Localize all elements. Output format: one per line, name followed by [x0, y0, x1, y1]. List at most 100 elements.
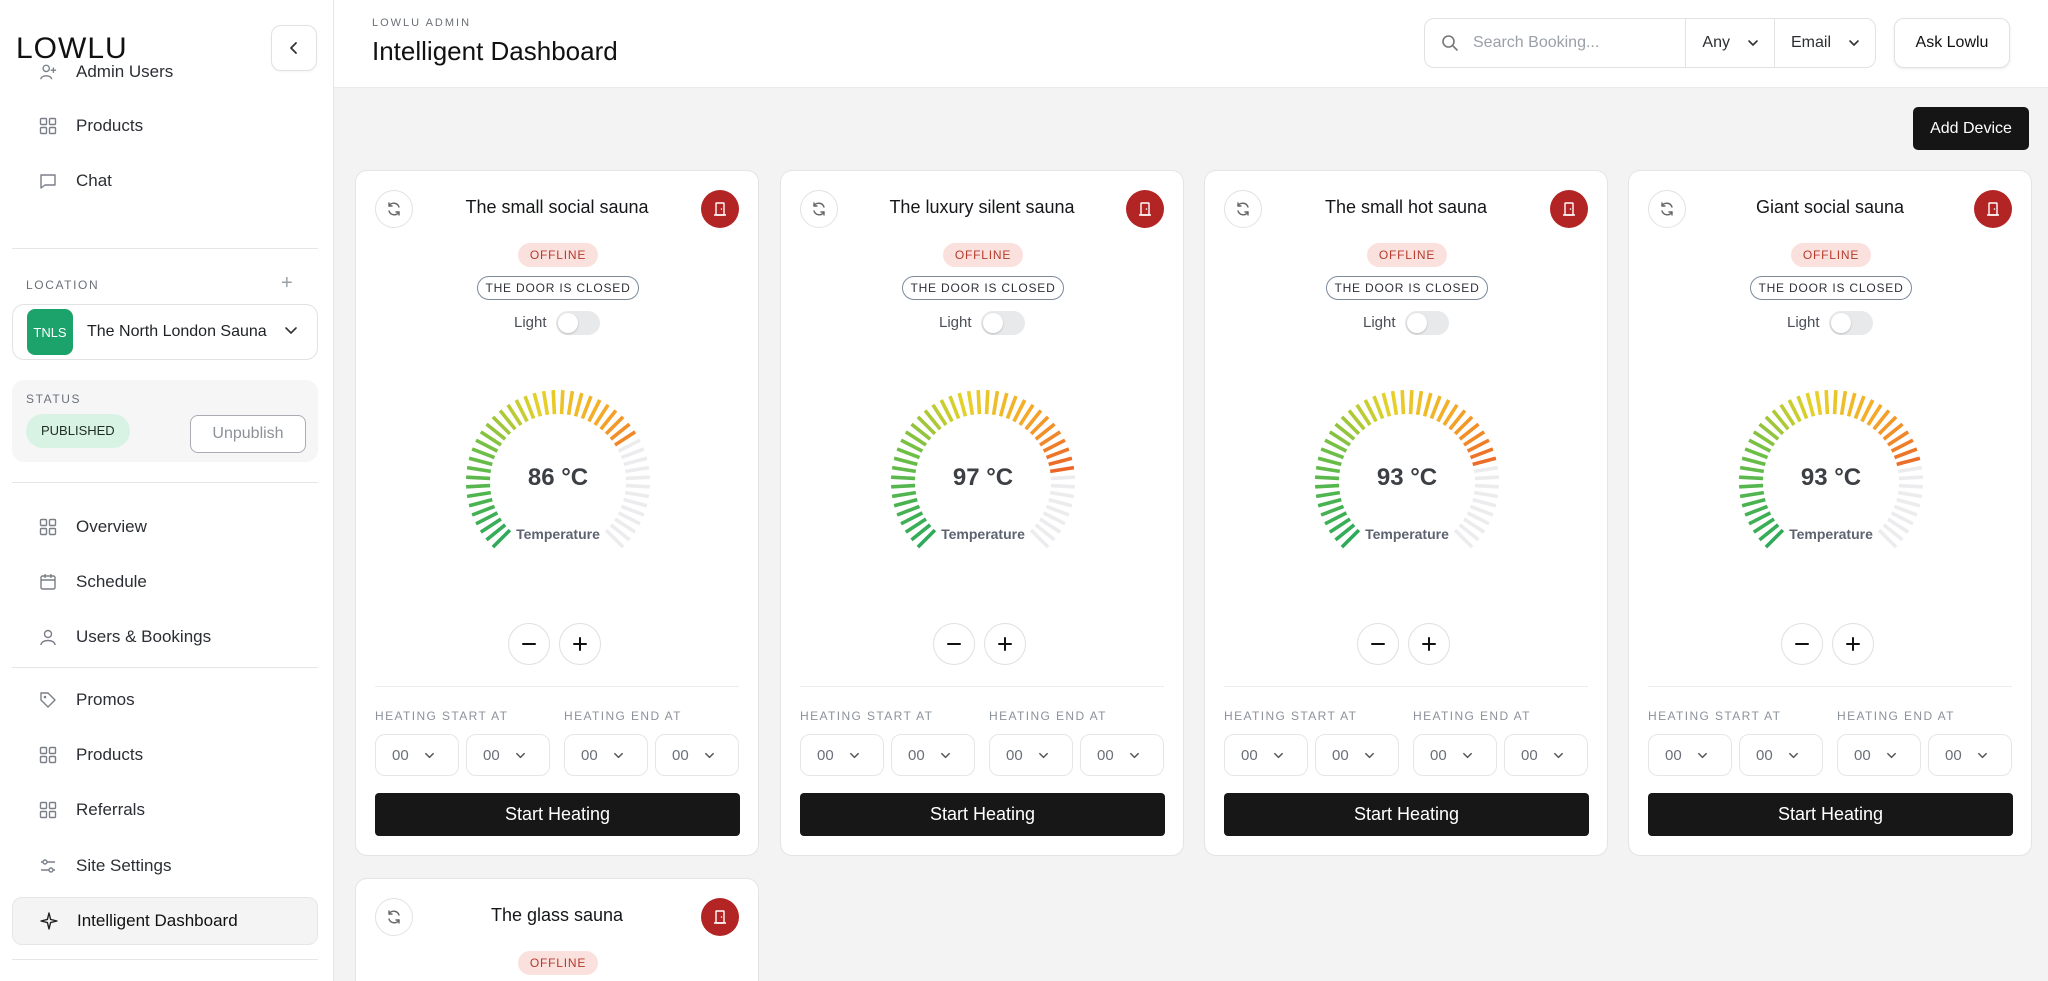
sidebar-item-label: Intelligent Dashboard: [77, 911, 238, 930]
increase-temperature-button[interactable]: [984, 623, 1026, 665]
start-minute-select[interactable]: 00: [1315, 734, 1399, 776]
add-device-button[interactable]: Add Device: [1913, 107, 2029, 150]
decrease-temperature-button[interactable]: [1357, 623, 1399, 665]
gauge-tick: [1340, 415, 1361, 436]
door-button[interactable]: [701, 190, 739, 228]
location-section-label: LOCATION: [26, 278, 100, 292]
calendar-icon: [38, 572, 58, 592]
add-location-icon[interactable]: +: [281, 272, 293, 294]
location-selector[interactable]: TNLS The North London Sauna: [12, 304, 318, 360]
sidebar-item-label: Users & Bookings: [76, 627, 212, 646]
temperature-gauge: [891, 390, 1075, 549]
decrease-temperature-button[interactable]: [933, 623, 975, 665]
refresh-button[interactable]: [375, 190, 413, 228]
gauge-tick: [1872, 409, 1891, 431]
tag-icon: [38, 690, 58, 710]
end-minute-select[interactable]: 00: [1504, 734, 1588, 776]
increase-temperature-button[interactable]: [1408, 623, 1450, 665]
gauge-tick: [599, 409, 618, 431]
card-divider: [1648, 686, 2012, 687]
start-hour-select[interactable]: 00: [375, 734, 459, 776]
light-toggle[interactable]: [981, 311, 1025, 335]
gauge-tick: [900, 511, 924, 526]
decrease-temperature-button[interactable]: [1781, 623, 1823, 665]
location-badge: TNLS: [27, 309, 73, 355]
end-hour-select[interactable]: 00: [989, 734, 1073, 776]
end-hour-select[interactable]: 00: [1413, 734, 1497, 776]
time-value: 00: [908, 746, 925, 764]
refresh-button[interactable]: [800, 190, 838, 228]
gauge-tick: [1324, 438, 1348, 453]
sidebar-item-users-bookings[interactable]: Users & Bookings: [12, 613, 318, 661]
sidebar-item-referrals[interactable]: Referrals: [12, 786, 318, 834]
temperature-value: 93 °C: [1800, 464, 1862, 491]
sidebar-item-schedule[interactable]: Schedule: [12, 558, 318, 606]
door-button[interactable]: [1126, 190, 1164, 228]
sidebar-item-products[interactable]: Products: [12, 731, 318, 779]
start-hour-select[interactable]: 00: [800, 734, 884, 776]
gauge-tick: [1739, 483, 1764, 489]
start-minute-select[interactable]: 00: [466, 734, 550, 776]
increase-temperature-button[interactable]: [1832, 623, 1874, 665]
card-divider: [375, 686, 739, 687]
ask-lowlu-button[interactable]: Ask Lowlu: [1894, 18, 2010, 68]
door-button[interactable]: [1974, 190, 2012, 228]
gauge-tick: [910, 523, 932, 542]
sidebar-item-promos[interactable]: Promos: [12, 676, 318, 724]
end-minute-select[interactable]: 00: [1928, 734, 2012, 776]
sidebar-item-products[interactable]: Products: [12, 102, 318, 150]
time-value: 00: [581, 746, 598, 764]
door-button[interactable]: [1550, 190, 1588, 228]
search-icon: [1442, 35, 1458, 51]
gauge-tick: [1466, 511, 1490, 526]
gauge-tick: [1039, 430, 1062, 447]
end-minute-select[interactable]: 00: [1080, 734, 1164, 776]
end-hour-select[interactable]: 00: [564, 734, 648, 776]
gauge-tick: [923, 409, 942, 431]
sidebar-item-admin-users[interactable]: Admin Users: [12, 48, 318, 96]
light-label: Light: [939, 314, 972, 331]
refresh-button[interactable]: [1648, 190, 1686, 228]
collapse-sidebar-button[interactable]: [271, 25, 317, 71]
start-minute-select[interactable]: 00: [1739, 734, 1823, 776]
sidebar-item-label: Products: [76, 745, 144, 764]
sidebar-item-site-settings[interactable]: Site Settings: [12, 842, 318, 890]
end-minute-select[interactable]: 00: [655, 734, 739, 776]
start-heating-button[interactable]: Start Heating: [1224, 793, 1589, 836]
light-toggle[interactable]: [556, 311, 600, 335]
published-status-badge: PUBLISHED: [26, 414, 130, 448]
search-input[interactable]: [1473, 34, 1673, 52]
gauge-tick: [1372, 395, 1385, 420]
refresh-button[interactable]: [375, 898, 413, 936]
increase-temperature-button[interactable]: [559, 623, 601, 665]
start-hour-select[interactable]: 00: [1224, 734, 1308, 776]
refresh-button[interactable]: [1224, 190, 1262, 228]
light-toggle[interactable]: [1405, 311, 1449, 335]
start-hour-select[interactable]: 00: [1648, 734, 1732, 776]
gauge-tick: [1882, 422, 1904, 441]
chevron-down-icon: [423, 749, 436, 762]
gauge-tick: [617, 511, 641, 526]
gauge-tick: [475, 511, 499, 526]
door-status-badge: THE DOOR IS CLOSED: [1326, 276, 1488, 300]
sidebar-item-intelligent-dashboard[interactable]: Intelligent Dashboard: [12, 897, 318, 945]
end-hour-select[interactable]: 00: [1837, 734, 1921, 776]
sidebar-divider: [12, 667, 318, 668]
sidebar-item-label: Admin Users: [76, 62, 174, 81]
filter-any-select[interactable]: Any: [1686, 19, 1775, 67]
unpublish-button[interactable]: Unpublish: [190, 415, 306, 453]
light-toggle[interactable]: [1829, 311, 1873, 335]
sidebar-item-overview[interactable]: Overview: [12, 503, 318, 551]
gauge-tick: [1473, 465, 1499, 474]
filter-email-select[interactable]: Email: [1775, 19, 1875, 67]
start-heating-button[interactable]: Start Heating: [800, 793, 1165, 836]
status-section-label: STATUS: [26, 392, 82, 406]
start-heating-button[interactable]: Start Heating: [1648, 793, 2013, 836]
start-heating-button[interactable]: Start Heating: [375, 793, 740, 836]
sidebar-item-chat[interactable]: Chat: [12, 157, 318, 205]
refresh-icon: [388, 202, 400, 216]
decrease-temperature-button[interactable]: [508, 623, 550, 665]
start-minute-select[interactable]: 00: [891, 734, 975, 776]
door-button[interactable]: [701, 898, 739, 936]
chevron-down-icon: [848, 749, 861, 762]
